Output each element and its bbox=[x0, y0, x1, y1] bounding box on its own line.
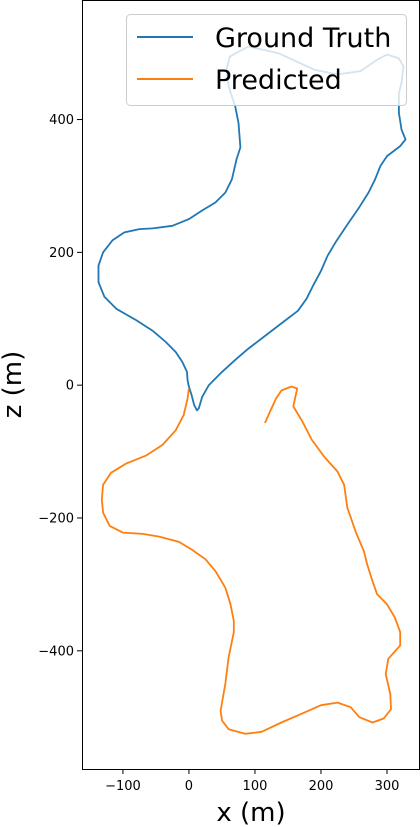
y-tick-label: −200 bbox=[38, 511, 74, 526]
legend-label-predicted: Predicted bbox=[215, 65, 342, 96]
series-layer bbox=[97, 45, 407, 735]
x-axis-title: x (m) bbox=[216, 798, 285, 827]
x-tick-label: 200 bbox=[309, 779, 334, 794]
y-tick-label: 400 bbox=[49, 113, 74, 128]
series-line-predicted bbox=[100, 385, 402, 735]
y-tick-label: 200 bbox=[49, 246, 74, 261]
x-tick-label: 100 bbox=[243, 779, 268, 794]
axes-frame bbox=[82, 0, 420, 770]
y-axis-title: z (m) bbox=[0, 351, 28, 419]
legend-box bbox=[126, 14, 407, 106]
tick-layer: −100 0 100 200 300 −400 −200 0 200 400 bbox=[38, 113, 399, 794]
legend: Ground Truth Predicted bbox=[126, 14, 407, 106]
legend-label-ground-truth: Ground Truth bbox=[215, 23, 391, 54]
y-tick-label: −400 bbox=[38, 644, 74, 659]
y-tick-label: 0 bbox=[66, 379, 74, 394]
x-tick-label: −100 bbox=[105, 779, 141, 794]
x-tick-label: 300 bbox=[375, 779, 400, 794]
x-tick-label: 0 bbox=[185, 779, 193, 794]
